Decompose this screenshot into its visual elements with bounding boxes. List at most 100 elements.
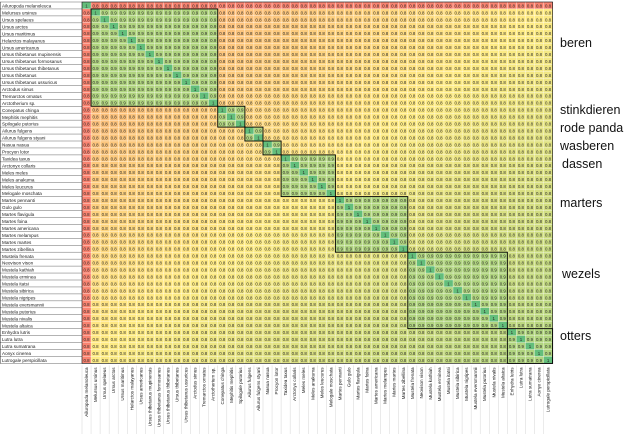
cell-value-label: 0.8 (228, 323, 235, 328)
cell-value-label: 0.8 (346, 274, 353, 279)
cell-value-label: 0.8 (156, 240, 163, 245)
cell-value-label: 0.8 (219, 17, 226, 22)
cell-value-label: 0.8 (274, 240, 281, 245)
cell-value-label: 0.8 (427, 94, 434, 99)
cell-value-label: 0.8 (436, 66, 443, 71)
cell-value-label: 0.8 (255, 80, 262, 85)
cell-value-label: 0.9 (418, 281, 425, 286)
cell-value-label: 0.8 (147, 226, 154, 231)
cell-value-label: 0.8 (120, 108, 127, 113)
cell-value-label: 0.8 (102, 288, 109, 293)
cell-value-label: 0.8 (445, 38, 452, 43)
cell-value-label: 0.8 (210, 163, 217, 168)
cell-value-label: 0.9 (165, 101, 172, 106)
cell-value-label: 0.8 (264, 177, 271, 182)
cell-value-label: 0.9 (373, 219, 380, 224)
cell-value-label: 0.8 (373, 254, 380, 259)
cell-value-label: 0.8 (545, 24, 552, 29)
cell-value-label: 0.8 (436, 170, 443, 175)
cell-value-label: 0.8 (545, 198, 552, 203)
cell-value-label: 0.9 (174, 45, 181, 50)
cell-value-label: 0.8 (255, 219, 262, 224)
cell-value-label: 0.8 (264, 3, 271, 8)
cell-value-label: 0.8 (346, 149, 353, 154)
cell-value-label: 0.8 (382, 254, 389, 259)
cell-value-label: 0.8 (482, 87, 489, 92)
cell-value-label: 0.9 (382, 240, 389, 245)
cell-value-label: 0.9 (165, 31, 172, 36)
cell-value-label: 0.8 (473, 73, 480, 78)
cell-value-label: 0.8 (237, 52, 244, 57)
cell-value-label: 0.8 (491, 3, 498, 8)
cell-value-label: 0.8 (355, 94, 362, 99)
cell-value-label: 0.8 (255, 10, 262, 15)
cell-value-label: 0.8 (174, 295, 181, 300)
cell-value-label: 0.8 (445, 3, 452, 8)
cell-value-label: 0.8 (445, 31, 452, 36)
cell-value-label: 0.8 (373, 31, 380, 36)
cell-value-label: 0.8 (436, 108, 443, 113)
cell-value-label: 0.9 (246, 135, 253, 140)
cell-value-label: 0.9 (409, 281, 416, 286)
cell-value-label: 0.9 (210, 31, 217, 36)
cell-value-label: 0.8 (482, 163, 489, 168)
cell-value-label: 0.8 (138, 267, 145, 272)
row-label: Martes martes (2, 240, 32, 245)
cell-value-label: 0.8 (201, 240, 208, 245)
cell-value-label: 0.8 (382, 73, 389, 78)
cell-value-label: 0.8 (138, 156, 145, 161)
cell-value-label: 0.8 (545, 80, 552, 85)
cell-value-label: 0.8 (391, 94, 398, 99)
cell-value-label: 0.8 (337, 274, 344, 279)
cell-value-label: 0.8 (83, 45, 90, 50)
cell-value-label: 0.8 (509, 122, 516, 127)
cell-value-label: 0.8 (228, 219, 235, 224)
cell-value-label: 0.8 (536, 24, 543, 29)
cell-value-label: 0.8 (482, 142, 489, 147)
cell-value-label: 0.9 (201, 101, 208, 106)
cell-value-label: 0.8 (319, 10, 326, 15)
cell-value-label: 0.8 (382, 66, 389, 71)
cell-value-label: 0.9 (165, 94, 172, 99)
cell-value-label: 0.9 (491, 323, 498, 328)
cell-value-label: 0.8 (283, 87, 290, 92)
cell-value-label: 0.8 (274, 66, 281, 71)
cell-value-label: 0.8 (102, 281, 109, 286)
cell-value-label: 0.8 (482, 3, 489, 8)
cell-value-label: 0.9 (192, 80, 199, 85)
cell-value-label: 0.8 (147, 163, 154, 168)
cell-value-label: 0.8 (391, 261, 398, 266)
cell-value-label: 0.8 (237, 330, 244, 335)
cell-value-label: 0.8 (319, 309, 326, 314)
cell-value-label: 0.8 (147, 267, 154, 272)
cell-value-label: 0.8 (536, 45, 543, 50)
cell-value-label: 0.8 (274, 17, 281, 22)
cell-value-label: 0.8 (473, 3, 480, 8)
cell-value-label: 0.9 (301, 156, 308, 161)
cell-value-label: 0.8 (129, 219, 136, 224)
cell-value-label: 0.8 (509, 108, 516, 113)
cell-value-label: 0.8 (310, 24, 317, 29)
cell-value-label: 0.8 (337, 38, 344, 43)
cell-value-label: 0.8 (228, 101, 235, 106)
cell-value-label: 0.9 (455, 309, 462, 314)
cell-value-label: 0.8 (409, 17, 416, 22)
cell-value-label: 0.8 (102, 149, 109, 154)
cell-value-label: 0.8 (328, 135, 335, 140)
cell-value-label: 0.8 (129, 142, 136, 147)
cell-value-label: 0.8 (264, 10, 271, 15)
cell-value-label: 0.8 (246, 288, 253, 293)
cell-value-label: 0.8 (536, 87, 543, 92)
cell-value-label: 0.8 (102, 142, 109, 147)
cell-value-label: 0.8 (83, 288, 90, 293)
cell-value-label: 0.8 (382, 52, 389, 57)
cell-value-label: 0.8 (310, 212, 317, 217)
cell-value-label: 0.8 (409, 177, 416, 182)
cell-value-label: 0.8 (382, 101, 389, 106)
cell-value-label: 0.8 (418, 247, 425, 252)
cell-value-label: 0.8 (255, 254, 262, 259)
cell-value-label: 0.8 (219, 191, 226, 196)
cell-value-label: 0.9 (102, 101, 109, 106)
cell-value-label: 0.8 (165, 219, 172, 224)
cell-value-label: 0.8 (93, 156, 100, 161)
